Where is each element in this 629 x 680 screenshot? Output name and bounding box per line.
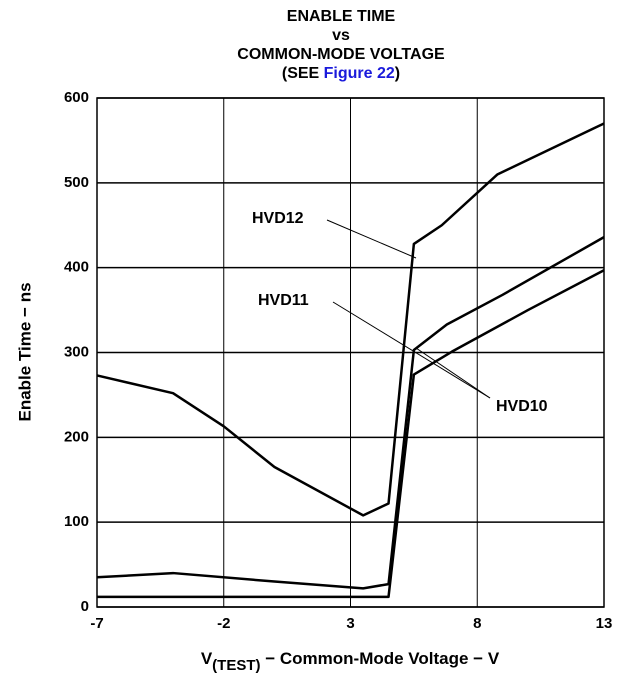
y-tick-label: 100 [64, 513, 89, 530]
subtitle-part: ) [395, 65, 400, 82]
chart-subtitle: (SEE Figure 22) [282, 65, 400, 82]
y-tick-label: 500 [64, 174, 89, 191]
plot-area: 0 100 200 300 400 500 600 -7 -2 3 8 13 [64, 89, 612, 632]
x-label-part: V [201, 649, 213, 668]
y-tick-label: 300 [64, 343, 89, 360]
x-label-part: − Common-Mode Voltage − V [261, 649, 500, 668]
chart-title: ENABLE TIME [287, 8, 396, 25]
subtitle-part: (SEE [282, 65, 324, 82]
leader-line [326, 219, 417, 259]
x-tick-label: 8 [473, 615, 481, 632]
leader-line [332, 301, 491, 399]
series-label: HVD12 [252, 210, 304, 227]
y-tick-label: 200 [64, 428, 89, 445]
x-axis-label: V(TEST) − Common-Mode Voltage − V [201, 649, 500, 673]
series-line [96, 236, 605, 590]
chart-title: COMMON-MODE VOLTAGE [237, 46, 445, 63]
series-line [96, 122, 605, 517]
chart-title: vs [332, 27, 350, 44]
series-label: HVD10 [496, 398, 548, 415]
plot-border [96, 97, 605, 608]
y-tick-label: 400 [64, 259, 89, 276]
x-tick-label: -7 [90, 615, 103, 632]
x-tick-label: -2 [217, 615, 230, 632]
y-axis-label: Enable Time − ns [15, 282, 34, 421]
y-tick-label: 600 [64, 89, 89, 106]
y-tick-label: 0 [81, 598, 89, 615]
series-label: HVD11 [258, 292, 309, 309]
leader-line [415, 347, 491, 399]
x-tick-label: 3 [346, 615, 354, 632]
x-tick-label: 13 [596, 615, 613, 632]
x-label-sub: (TEST) [212, 657, 260, 674]
figure-link[interactable]: Figure 22 [324, 65, 395, 82]
